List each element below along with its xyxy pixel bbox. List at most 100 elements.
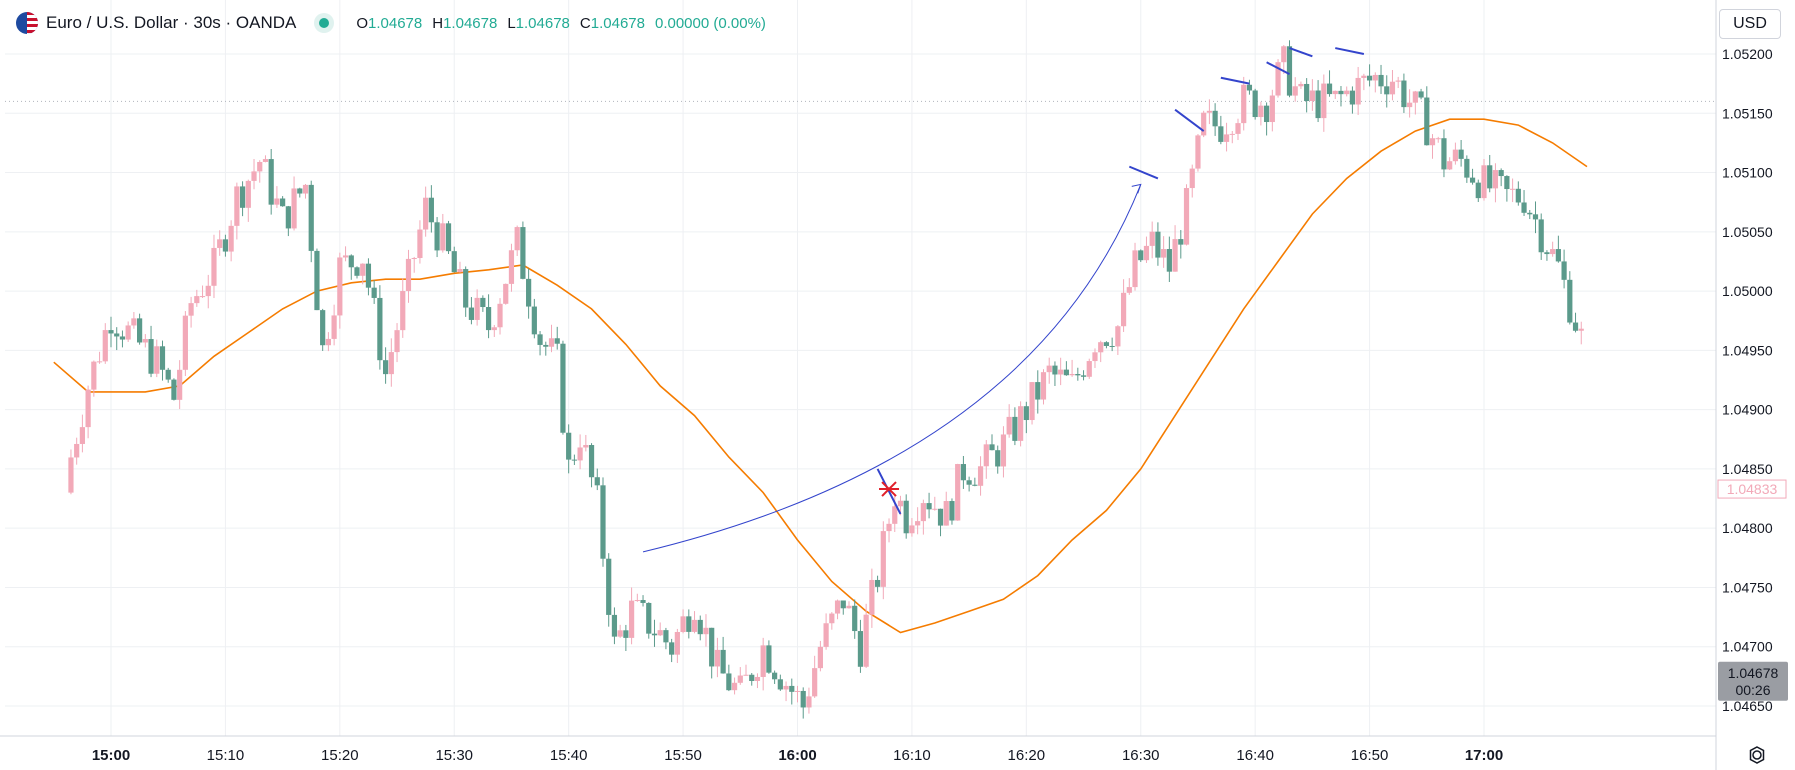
candle (646, 602, 652, 639)
candle-body (108, 330, 114, 334)
candle (297, 187, 303, 198)
candle (714, 637, 721, 678)
candle-body (749, 674, 755, 682)
candle-body (892, 506, 898, 524)
chart-drawings[interactable] (642, 47, 1365, 553)
candle (731, 677, 738, 695)
candle (554, 326, 560, 350)
candle (640, 595, 646, 607)
candle-body (915, 521, 921, 526)
x-tick-label: 15:10 (207, 747, 245, 764)
candle (1281, 45, 1287, 74)
candle-body (503, 283, 509, 304)
candle-body (1412, 91, 1418, 103)
candle-body (1281, 46, 1287, 63)
candle-body (1578, 328, 1584, 331)
candle (503, 283, 509, 305)
candle (611, 607, 618, 645)
chart-settings-icon[interactable] (1746, 744, 1768, 766)
candle-body (405, 258, 412, 292)
last-price-tag (1718, 661, 1788, 701)
candle (485, 294, 492, 339)
candle-body (731, 682, 738, 691)
candle (154, 339, 160, 378)
candle-body (949, 501, 955, 521)
currency-selector-button[interactable]: USD (1719, 9, 1781, 39)
candle (857, 619, 864, 673)
candle (1458, 139, 1464, 167)
y-tick-label: 1.05000 (1722, 283, 1773, 299)
candle-body (1527, 212, 1533, 215)
candle-body (411, 258, 417, 260)
candle (1006, 404, 1012, 438)
candle-body (394, 330, 400, 353)
candle-body (794, 690, 801, 692)
candle-body (1469, 177, 1476, 183)
candle-body (674, 631, 680, 655)
candle (932, 496, 938, 511)
candle-body (548, 338, 555, 347)
candle-body (1189, 168, 1195, 189)
candle (588, 443, 595, 488)
crosshair-price-tag (1717, 479, 1787, 499)
candle-body (1395, 80, 1401, 82)
candle-body (1052, 365, 1058, 375)
candle-body (188, 303, 194, 316)
candle (365, 258, 372, 296)
candle-body (606, 558, 612, 615)
candle-body (91, 361, 97, 390)
symbol-title[interactable]: Euro / U.S. Dollar · 30s · OANDA (46, 13, 297, 32)
candle (337, 252, 343, 329)
candle (1344, 86, 1350, 97)
candle-body (239, 186, 246, 208)
candle-body (760, 645, 766, 677)
candle (623, 624, 629, 652)
candle (1395, 76, 1401, 89)
candle-body (600, 485, 606, 559)
candle (1246, 79, 1253, 95)
candle-body (594, 477, 600, 486)
candle-body (560, 343, 566, 433)
y-tick-label: 1.04950 (1722, 342, 1773, 358)
candle (697, 615, 703, 641)
candle (457, 261, 463, 273)
candle (812, 655, 818, 698)
candle-body (543, 344, 549, 347)
candle (1103, 341, 1110, 349)
candle (285, 205, 291, 237)
candle-body (491, 327, 497, 331)
candle (417, 220, 423, 264)
candle-body (131, 318, 137, 326)
candle (400, 278, 406, 338)
candle-body (1298, 83, 1304, 87)
candle-body (291, 188, 297, 229)
candle (423, 186, 429, 237)
candle-body (377, 297, 383, 361)
candle (1269, 89, 1275, 132)
candle-body (400, 291, 406, 331)
y-tick-label: 1.04850 (1722, 461, 1773, 477)
candle-body (1521, 202, 1527, 213)
candle (480, 295, 486, 312)
candle-body (566, 432, 572, 460)
candle-body (554, 338, 560, 344)
candle (903, 494, 909, 539)
candle (874, 575, 881, 593)
candle-body (1035, 382, 1041, 400)
candle (79, 414, 85, 453)
countdown-label: 00:26 (1735, 682, 1770, 698)
candle-body (1155, 231, 1161, 258)
candle (451, 246, 457, 273)
candle-body (897, 500, 904, 507)
candle-body (485, 307, 492, 331)
candle-body (114, 333, 120, 337)
candle-body (1161, 249, 1167, 258)
crosshair-price-label: 1.04833 (1727, 481, 1778, 497)
y-tick-label: 1.04700 (1722, 639, 1773, 655)
candle-body (1115, 326, 1121, 347)
candle-body (245, 180, 251, 208)
candle (1435, 136, 1441, 143)
